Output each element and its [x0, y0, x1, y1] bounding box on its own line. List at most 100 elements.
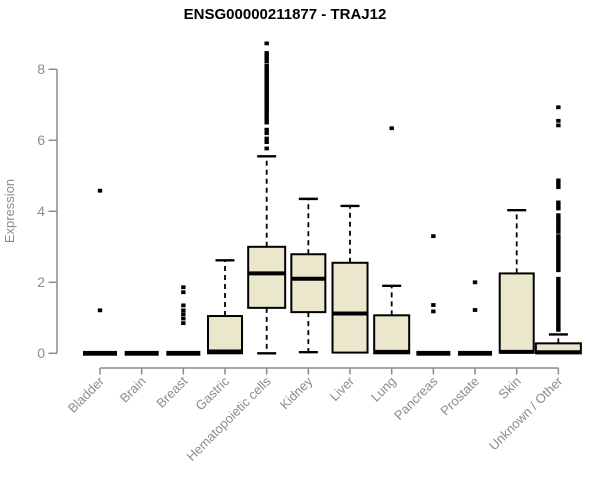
- outlier-point-hematopoietic-cells: [264, 117, 269, 122]
- outlier-point-unknown-other: [556, 123, 561, 128]
- outlier-point-hematopoietic-cells: [264, 65, 269, 70]
- y-tick-label: 4: [37, 203, 45, 219]
- outlier-point-unknown-other: [556, 319, 561, 324]
- y-tick-label: 0: [37, 345, 45, 361]
- outlier-point-breast: [181, 308, 186, 313]
- outlier-point-hematopoietic-cells: [264, 72, 269, 77]
- box-collapsed-prostate: [458, 350, 493, 356]
- outlier-point-hematopoietic-cells: [264, 146, 269, 151]
- outlier-point-breast: [181, 321, 186, 326]
- box-hematopoietic-cells: [247, 245, 287, 309]
- outlier-point-unknown-other: [556, 262, 561, 267]
- outlier-point-hematopoietic-cells: [264, 63, 269, 68]
- outlier-point-unknown-other: [556, 203, 561, 208]
- outlier-point-hematopoietic-cells: [264, 95, 269, 100]
- outlier-point-hematopoietic-cells: [264, 136, 269, 141]
- outlier-point-bladder: [97, 308, 103, 313]
- outlier-point-hematopoietic-cells: [264, 76, 269, 81]
- outlier-point-unknown-other: [556, 310, 561, 315]
- outlier-point-hematopoietic-cells: [264, 56, 269, 61]
- outlier-point-breast: [181, 303, 186, 308]
- box-collapsed-breast: [166, 350, 201, 356]
- outlier-point-unknown-other: [556, 213, 561, 218]
- outlier-point-hematopoietic-cells: [264, 87, 269, 92]
- outlier-point-unknown-other: [556, 259, 561, 264]
- outlier-point-unknown-other: [556, 302, 561, 307]
- x-tick-label: Unknown / Other: [486, 373, 566, 453]
- x-tick-label: Gastric: [192, 373, 232, 413]
- outlier-point-breast: [181, 285, 186, 290]
- outlier-point-hematopoietic-cells: [264, 120, 269, 125]
- outlier-point-hematopoietic-cells: [264, 127, 269, 132]
- outlier-point-unknown-other: [556, 234, 561, 239]
- outlier-point-unknown-other: [556, 206, 561, 211]
- outlier-point-lung: [389, 126, 394, 131]
- outlier-point-pancreas: [431, 303, 436, 307]
- outlier-point-unknown-other: [556, 200, 561, 205]
- x-tick-label: Kidney: [277, 373, 316, 412]
- outlier-point-hematopoietic-cells: [264, 93, 269, 98]
- y-axis-title: Expression: [2, 179, 17, 243]
- outlier-point-unknown-other: [556, 256, 561, 261]
- x-tick-label: Breast: [153, 373, 190, 410]
- outlier-point-hematopoietic-cells: [264, 51, 269, 55]
- outlier-point-unknown-other: [556, 291, 561, 295]
- outlier-point-hematopoietic-cells: [264, 78, 269, 83]
- outlier-point-hematopoietic-cells: [264, 74, 269, 79]
- outlier-point-unknown-other: [556, 185, 561, 190]
- box-collapsed-pancreas: [416, 350, 451, 356]
- outlier-point-unknown-other: [556, 181, 561, 186]
- outlier-point-hematopoietic-cells: [264, 104, 269, 109]
- outlier-point-unknown-other: [556, 308, 561, 312]
- box-collapsed-brain: [124, 350, 159, 356]
- outlier-point-unknown-other: [556, 282, 561, 287]
- box-gastric: [207, 315, 244, 355]
- outlier-point-unknown-other: [556, 316, 561, 321]
- outlier-point-hematopoietic-cells: [264, 80, 269, 85]
- outlier-point-unknown-other: [556, 285, 561, 290]
- outlier-point-unknown-other: [556, 239, 561, 244]
- outlier-point-hematopoietic-cells: [264, 97, 269, 102]
- outlier-point-hematopoietic-cells: [264, 68, 269, 72]
- outlier-point-prostate: [472, 280, 478, 285]
- outlier-point-hematopoietic-cells: [264, 89, 269, 94]
- outlier-point-hematopoietic-cells: [264, 85, 269, 89]
- outlier-point-unknown-other: [556, 227, 561, 231]
- outlier-point-unknown-other: [556, 251, 561, 256]
- outlier-point-breast: [181, 290, 186, 295]
- outlier-point-hematopoietic-cells: [264, 140, 269, 144]
- y-tick-label: 8: [37, 61, 45, 77]
- outlier-point-unknown-other: [556, 254, 561, 258]
- box-skin: [498, 272, 535, 354]
- outlier-point-unknown-other: [556, 237, 561, 241]
- box-collapsed-bladder: [83, 350, 117, 356]
- outlier-point-unknown-other: [556, 327, 561, 332]
- outlier-point-hematopoietic-cells: [264, 131, 269, 136]
- outlier-point-unknown-other: [556, 220, 561, 224]
- outlier-point-unknown-other: [556, 305, 561, 310]
- outlier-point-hematopoietic-cells: [264, 83, 269, 87]
- outlier-point-unknown-other: [556, 248, 561, 253]
- outlier-point-pancreas: [431, 234, 436, 239]
- outlier-point-hematopoietic-cells: [264, 108, 269, 113]
- outlier-point-unknown-other: [556, 325, 561, 330]
- outlier-point-unknown-other: [556, 276, 561, 281]
- x-tick-label: Brain: [117, 374, 149, 406]
- outlier-point-unknown-other: [556, 229, 561, 234]
- outlier-point-unknown-other: [556, 268, 561, 273]
- outlier-point-unknown-other: [556, 296, 561, 301]
- outlier-point-unknown-other: [556, 245, 561, 250]
- x-tick-label: Liver: [327, 373, 358, 404]
- outlier-point-hematopoietic-cells: [264, 59, 269, 64]
- outlier-point-unknown-other: [556, 322, 561, 327]
- outlier-point-hematopoietic-cells: [264, 53, 269, 58]
- outlier-point-unknown-other: [556, 216, 561, 221]
- x-tick-label: Skin: [495, 374, 523, 402]
- y-tick-label: 2: [37, 274, 45, 290]
- outlier-point-unknown-other: [556, 242, 561, 247]
- outlier-point-unknown-other: [556, 178, 561, 183]
- outlier-point-hematopoietic-cells: [264, 111, 269, 116]
- outlier-point-unknown-other: [556, 118, 561, 123]
